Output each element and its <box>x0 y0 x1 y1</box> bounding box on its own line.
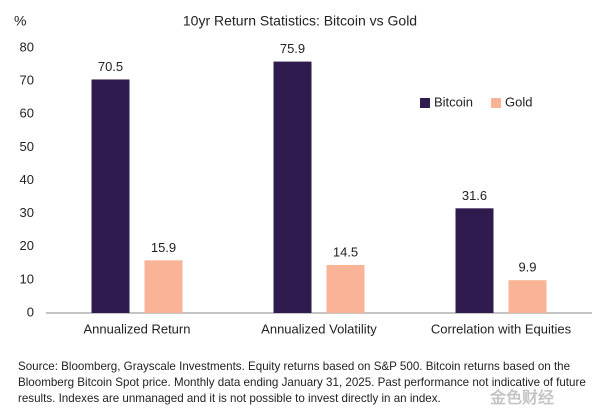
y-tick-label: 70 <box>20 73 34 88</box>
legend-swatch <box>420 98 430 108</box>
y-tick-label: 20 <box>20 238 34 253</box>
y-tick-label: 30 <box>20 205 34 220</box>
bar <box>508 280 547 313</box>
bar <box>326 264 365 313</box>
legend-swatch <box>491 98 502 108</box>
bar <box>91 79 130 313</box>
bar <box>455 208 494 313</box>
y-tick-label: 50 <box>20 139 34 154</box>
value-label: 15.9 <box>151 240 176 255</box>
y-axis-label: % <box>14 13 26 29</box>
watermark: 金色财经 <box>490 390 555 407</box>
y-tick-label: 0 <box>27 304 34 319</box>
legend-label: Bitcoin <box>434 94 473 109</box>
y-tick-label: 60 <box>20 106 34 121</box>
legend-label: Gold <box>505 94 532 109</box>
x-tick-label: Annualized Return <box>84 321 191 336</box>
chart-title: 10yr Return Statistics: Bitcoin vs Gold <box>183 13 417 29</box>
value-label: 31.6 <box>462 188 487 203</box>
bar <box>144 260 183 313</box>
bar <box>273 61 312 313</box>
value-label: 70.5 <box>98 59 123 74</box>
x-tick-label: Correlation with Equities <box>431 321 572 336</box>
value-label: 75.9 <box>280 41 305 56</box>
y-tick-label: 40 <box>20 172 34 187</box>
source-note: Source: Bloomberg, Grayscale Investments… <box>18 360 586 405</box>
y-tick-label: 10 <box>20 271 34 286</box>
y-tick-label: 80 <box>20 39 34 54</box>
value-label: 14.5 <box>333 244 358 259</box>
x-tick-label: Annualized Volatility <box>261 321 377 336</box>
value-label: 9.9 <box>518 260 536 275</box>
